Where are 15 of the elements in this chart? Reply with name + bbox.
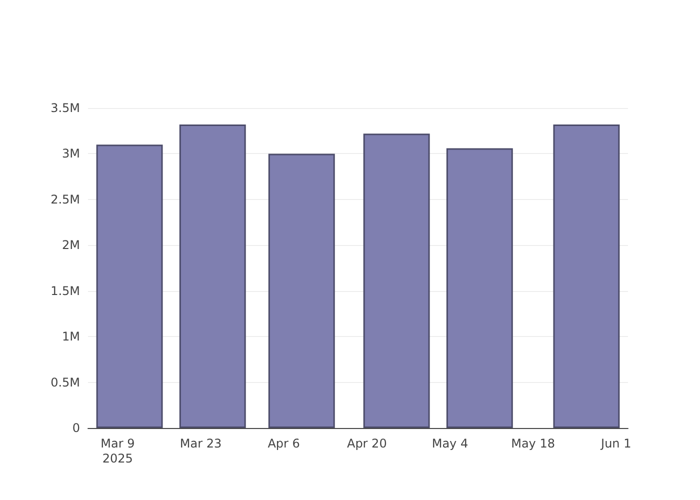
x-tick-label: Jun 1 [600, 436, 632, 450]
y-tick-label: 1M [62, 330, 80, 344]
y-tick-label: 0.5M [50, 375, 80, 390]
y-tick-label: 3.5M [50, 101, 80, 115]
x-tick-label: May 4 [432, 436, 468, 450]
x-tick-label: Mar 9 2025 [100, 436, 135, 466]
y-tick-label: 3M [62, 146, 80, 161]
y-tick-label: 1.5M [50, 284, 80, 298]
x-tick-label: Apr 6 [268, 436, 300, 450]
x-tick-label: Mar 23 [180, 436, 222, 450]
x-tick-label: Apr 20 [346, 436, 387, 450]
y-tick-label: 2.5M [50, 192, 80, 206]
y-tick-label: 0 [72, 421, 80, 435]
x-tick-label: May 18 [511, 436, 556, 450]
y-tick-label: 2M [62, 238, 80, 252]
